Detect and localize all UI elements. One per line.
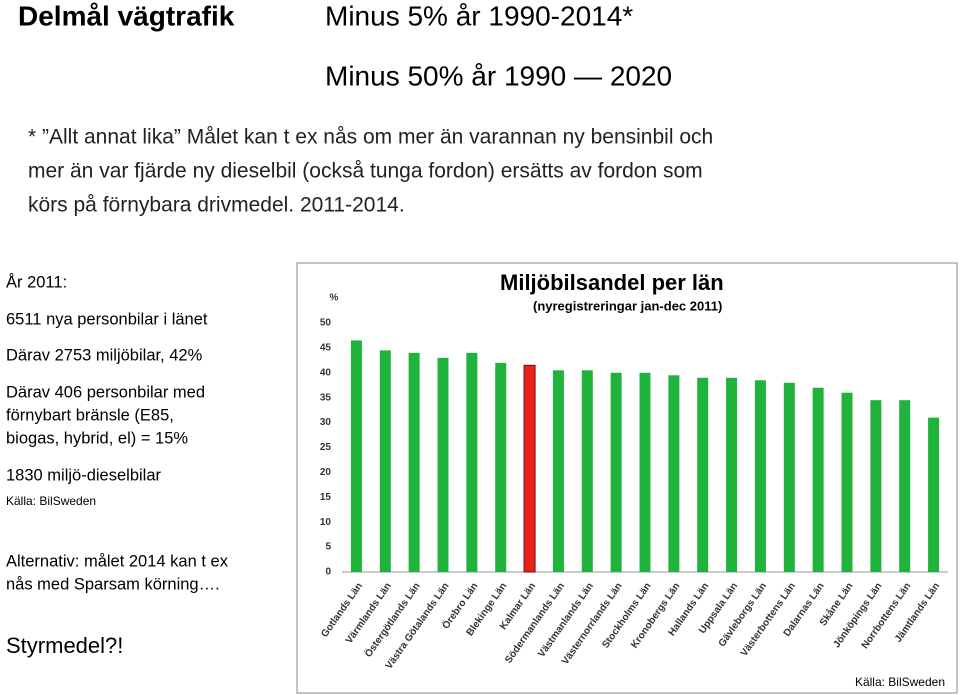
note-line: mer än var fjärde ny dieselbil (också tu…: [28, 160, 703, 183]
bar: [379, 350, 391, 572]
bar: [928, 417, 940, 572]
bar: [870, 400, 882, 572]
slide-title: Delmål vägtrafik: [18, 0, 235, 31]
question: Styrmedel?!: [6, 633, 123, 658]
side-text: 1830 miljö-dieselbilar: [6, 466, 161, 484]
bar: [350, 340, 362, 572]
bar: [726, 377, 738, 572]
bar: [754, 380, 766, 572]
y-axis-label: %: [330, 293, 339, 304]
y-tick-label: 35: [320, 392, 332, 403]
side-text: nås med Sparsam körning….: [6, 575, 220, 593]
y-tick-label: 45: [320, 343, 332, 354]
chart-frame: [296, 262, 958, 694]
note-line: * ”Allt annat lika” Målet kan t ex nås o…: [28, 126, 713, 149]
bar: [697, 377, 709, 572]
bar: [408, 352, 420, 572]
side-text: 6511 nya personbilar i länet: [6, 310, 208, 328]
bar: [552, 370, 564, 572]
side-text: förnybart bränsle (E85,: [6, 406, 174, 424]
side-source: Källa: BilSweden: [6, 494, 96, 508]
bar: [841, 392, 853, 572]
y-tick-label: 20: [320, 467, 332, 478]
y-tick-label: 40: [320, 367, 332, 378]
y-tick-label: 50: [320, 318, 332, 329]
bar: [495, 362, 507, 572]
bar: [668, 375, 680, 572]
chart-title: Miljöbilsandel per län: [500, 270, 724, 295]
bar: [783, 382, 795, 572]
side-text: År 2011:: [6, 272, 67, 291]
y-tick-label: 0: [325, 567, 331, 578]
x-tick-label: Västmanlands Län: [536, 581, 596, 660]
note-line: körs på förnybara drivmedel. 2011-2014.: [28, 194, 405, 217]
chart-source: Källa: BilSweden: [855, 675, 945, 689]
bar: [639, 372, 651, 572]
side-text: Alternativ: målet 2014 kan t ex: [6, 552, 229, 570]
bar: [523, 364, 536, 573]
y-tick-label: 30: [320, 417, 332, 428]
bar: [899, 400, 911, 572]
side-text: biogas, hybrid, el) = 15%: [6, 429, 188, 447]
bar: [466, 352, 478, 572]
side-text: Därav 406 personbilar med: [6, 383, 205, 401]
bar: [437, 357, 449, 572]
y-tick-label: 5: [325, 542, 331, 553]
y-tick-label: 15: [320, 492, 332, 503]
x-tick-label: Västerbottens Län: [739, 581, 798, 659]
target-2020: Minus 50% år 1990 — 2020: [325, 60, 672, 91]
y-tick-label: 10: [320, 517, 332, 528]
chart-subtitle: (nyregistreringar jan-dec 2011): [533, 298, 722, 313]
target-2014: Minus 5% år 1990-2014*: [325, 0, 633, 31]
y-tick-label: 25: [320, 442, 332, 453]
side-text: Därav 2753 miljöbilar, 42%: [6, 346, 203, 364]
bar: [610, 372, 622, 572]
bar: [812, 387, 824, 572]
bar: [581, 370, 593, 572]
